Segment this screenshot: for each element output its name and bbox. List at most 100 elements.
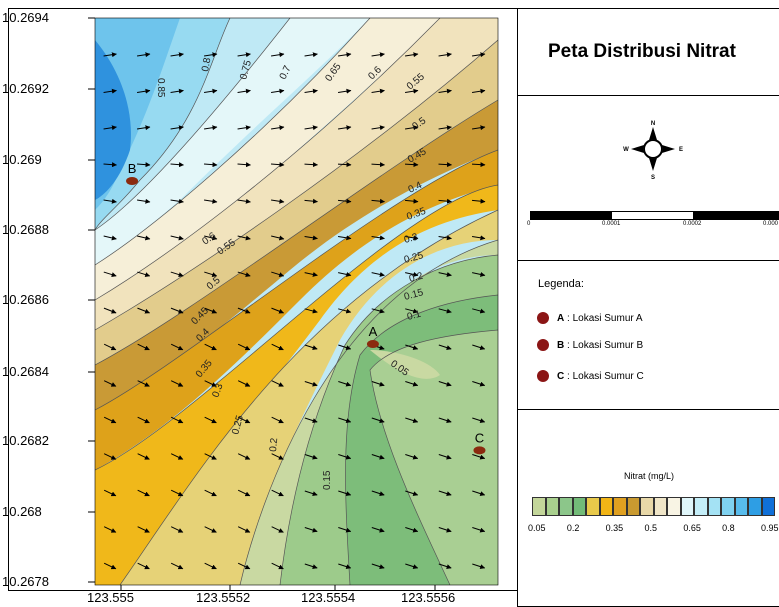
flow-arrow [237, 52, 251, 58]
flow-arrow [204, 562, 217, 570]
well-b-dot-icon [537, 339, 549, 352]
flow-arrow [438, 344, 452, 350]
flow-arrow [137, 271, 151, 277]
flow-arrow [103, 52, 117, 58]
flow-arrow [203, 198, 218, 204]
flow-arrow [304, 344, 318, 350]
flow-arrow [337, 162, 352, 168]
flow-arrow [304, 162, 318, 168]
flow-arrow [204, 343, 217, 351]
legend-item-a: A : Lokasi Sumur A [537, 312, 643, 326]
flow-arrow [203, 52, 218, 58]
contour-label: 0.4 [407, 180, 425, 196]
flow-arrow [271, 235, 285, 241]
flow-arrow [103, 198, 117, 204]
title-panel: Peta Distribusi Nitrat [517, 8, 779, 96]
flow-arrow [170, 271, 184, 277]
flow-arrow [404, 125, 419, 131]
flow-arrow [271, 380, 284, 387]
flow-arrow [170, 235, 184, 241]
flow-arrow [405, 344, 419, 350]
flow-arrow [337, 198, 352, 204]
band-0-5 [95, 40, 498, 365]
flow-arrow [438, 52, 452, 58]
colorbar-swatch [545, 497, 559, 516]
flow-arrow [237, 307, 251, 314]
band-0-4 [95, 150, 498, 470]
colorbar-swatch [761, 497, 775, 516]
flow-arrow [271, 526, 284, 533]
contour-label: 0.15 [322, 470, 333, 490]
flow-arrow [338, 563, 352, 569]
flow-arrow [371, 271, 385, 277]
band-0-6 [95, 18, 440, 300]
flow-arrow [137, 562, 150, 570]
flow-arrow [137, 453, 150, 460]
flow-arrow [170, 125, 184, 131]
flow-arrow [371, 125, 385, 131]
flow-arrow [103, 162, 117, 168]
colorbar-swatch [572, 497, 586, 516]
band-0-7 [95, 18, 370, 265]
flow-arrow [405, 308, 419, 314]
flow-arrow [204, 489, 217, 497]
compass-w: W [623, 147, 629, 153]
flow-arrow [338, 235, 352, 241]
y-tick-label: 10.2686 [2, 292, 49, 307]
flow-arrow [237, 235, 251, 241]
flow-arrow [405, 490, 419, 496]
flow-arrow [404, 52, 419, 58]
flow-arrow [405, 271, 419, 277]
flow-arrow [371, 563, 385, 569]
flow-arrow [137, 380, 150, 387]
colorbar-swatch [721, 497, 735, 516]
contour-label: 0.75 [238, 59, 254, 81]
well-marker [366, 340, 379, 349]
flow-arrow [304, 417, 318, 423]
flow-arrow [371, 417, 385, 423]
well-label: A [369, 324, 378, 339]
flow-arrow [337, 88, 352, 94]
flow-arrow [438, 490, 452, 496]
flow-arrow [270, 125, 285, 131]
flow-arrow [204, 271, 218, 277]
flow-arrow [371, 88, 385, 94]
flow-arrow [204, 235, 218, 241]
colorbar-swatch [626, 497, 640, 516]
flow-arrow [204, 380, 217, 387]
flow-arrow [472, 308, 486, 314]
legend-item-c: C : Lokasi Sumur C [537, 370, 644, 384]
contour-label: 0.2 [408, 271, 425, 285]
contour-label: 0.15 [403, 287, 425, 303]
flow-arrow [337, 125, 352, 131]
flow-arrow [405, 454, 419, 460]
flow-arrow [471, 162, 486, 168]
legend-item-b: B : Lokasi Sumur B [537, 339, 643, 353]
flow-arrow [271, 416, 284, 424]
well-marker [126, 177, 139, 186]
flow-arrow [237, 162, 251, 168]
flow-arrow [338, 490, 352, 496]
flow-arrow [237, 489, 251, 497]
flow-arrow [103, 88, 117, 94]
flow-arrow [472, 235, 486, 241]
flow-arrow [170, 380, 184, 387]
colorbar-swatch [586, 497, 600, 516]
flow-arrow [438, 381, 452, 387]
scale-label-3: 0.000 [763, 221, 779, 227]
flow-arrow [371, 527, 385, 533]
flow-arrow [304, 454, 318, 460]
flow-arrow [237, 416, 251, 424]
band-0-35 [95, 185, 498, 585]
flow-arrow [438, 527, 452, 533]
flow-arrow [472, 454, 486, 460]
flow-arrow [136, 88, 151, 94]
flow-arrow [170, 307, 184, 314]
flow-arrow [103, 489, 117, 497]
colorbar-swatch [680, 497, 694, 516]
flow-arrow [271, 453, 284, 460]
flow-arrow [438, 235, 452, 241]
flow-arrow [237, 343, 251, 351]
flow-arrow [103, 453, 117, 460]
